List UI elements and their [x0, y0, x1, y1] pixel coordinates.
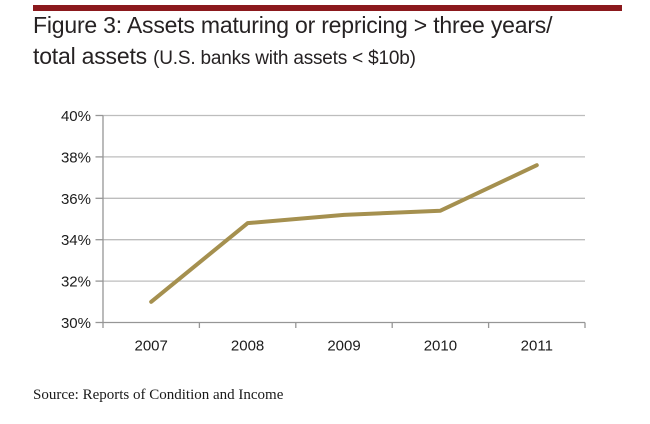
figure-title-line2-paren: (U.S. banks with assets < $10b)	[153, 48, 416, 69]
y-axis-label: 38%	[61, 149, 91, 166]
figure-title-line2-main: total assets	[33, 43, 154, 69]
y-axis-label: 34%	[61, 232, 91, 249]
y-axis-label: 36%	[61, 191, 91, 208]
x-axis-label: 2009	[327, 338, 360, 355]
x-axis-label: 2008	[231, 338, 264, 355]
source-note: Source: Reports of Condition and Income	[33, 387, 284, 403]
figure-title-line1: Figure 3: Assets maturing or repricing >…	[33, 12, 553, 38]
figure-top-rule	[33, 5, 622, 11]
x-axis-label: 2007	[135, 338, 168, 355]
y-axis-label: 30%	[61, 315, 91, 332]
series-line	[149, 163, 539, 304]
figure-title: Figure 3: Assets maturing or repricing >…	[33, 10, 633, 74]
x-axis-label: 2011	[521, 338, 553, 355]
y-axis-label: 40%	[61, 108, 91, 125]
y-axis-label: 32%	[61, 274, 91, 291]
x-axis-label: 2010	[424, 338, 457, 355]
